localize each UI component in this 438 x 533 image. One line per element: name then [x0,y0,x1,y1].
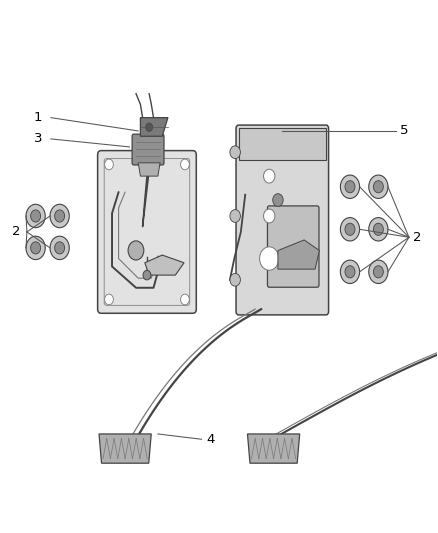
Circle shape [369,217,388,241]
Circle shape [105,159,113,169]
FancyBboxPatch shape [268,206,319,287]
Circle shape [373,181,383,193]
Circle shape [264,169,275,183]
Circle shape [230,146,240,159]
Circle shape [55,242,65,254]
Circle shape [260,247,279,270]
FancyBboxPatch shape [98,151,196,313]
Circle shape [345,223,355,236]
FancyBboxPatch shape [236,125,328,315]
Circle shape [345,181,355,193]
Circle shape [31,242,41,254]
Text: 5: 5 [400,124,409,138]
Circle shape [180,159,189,169]
Text: 3: 3 [34,132,42,146]
Circle shape [340,217,360,241]
Circle shape [50,236,69,260]
Circle shape [369,175,388,198]
Circle shape [50,204,69,228]
Circle shape [180,294,189,305]
Circle shape [345,266,355,278]
Polygon shape [145,255,184,275]
Circle shape [55,210,65,222]
Circle shape [128,241,144,260]
Circle shape [26,236,45,260]
Circle shape [373,266,383,278]
Polygon shape [138,163,160,176]
Circle shape [230,273,240,286]
Circle shape [31,210,41,222]
Text: 1: 1 [34,111,42,124]
Polygon shape [141,118,168,136]
Circle shape [373,223,383,236]
Circle shape [369,260,388,284]
Polygon shape [247,434,300,463]
Circle shape [273,193,283,206]
FancyBboxPatch shape [132,134,164,165]
Circle shape [26,204,45,228]
Polygon shape [278,240,319,269]
Circle shape [340,260,360,284]
FancyBboxPatch shape [239,128,326,160]
Text: 2: 2 [413,231,422,244]
Polygon shape [99,434,151,463]
Circle shape [230,209,240,222]
Circle shape [143,270,151,280]
Circle shape [340,175,360,198]
Text: 2: 2 [12,225,20,238]
Circle shape [264,209,275,223]
Circle shape [105,294,113,305]
Circle shape [146,123,152,132]
Text: 4: 4 [206,433,214,446]
